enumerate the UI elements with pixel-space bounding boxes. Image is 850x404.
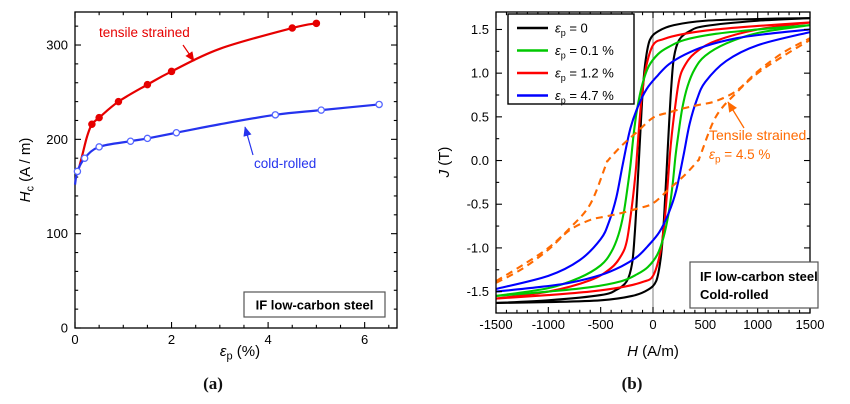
sample-box [243, 291, 386, 318]
annotation-tensile-line1: Tensile strained [709, 127, 806, 143]
curve-cold-rolled [73, 103, 380, 185]
x-tick-label: 4 [264, 332, 271, 347]
y-tick-label: -1.5 [467, 284, 489, 299]
curve-tensile-strained [76, 22, 317, 175]
y-tick-label: 0 [61, 321, 68, 336]
marker-cold-rolled [271, 111, 280, 119]
y-tick-label: 100 [46, 226, 68, 241]
legend: εp = 0 εp = 0.1 % εp = 1.2 % εp = 4.7 % [507, 13, 635, 106]
legend-label: εp = 0 [555, 21, 588, 39]
x-tick-label: -500 [588, 317, 614, 332]
marker-tensile-strained [312, 19, 321, 28]
caption-b: (b) [621, 374, 643, 393]
y-axis-label: J (T) [436, 147, 453, 179]
x-tick-label: 1500 [796, 317, 825, 332]
marker-tensile-strained [114, 97, 123, 106]
marker-cold-rolled [126, 137, 135, 145]
y-tick-label: -0.5 [467, 197, 489, 212]
x-tick-label: 0 [71, 332, 78, 347]
legend-label: εp = 4.7 % [555, 88, 614, 106]
marker-tensile-strained [95, 113, 103, 122]
y-axis-label: Hc (A / m) [17, 138, 37, 203]
marker-tensile-strained [288, 24, 296, 32]
series-label-cold-rolled: cold-rolled [254, 156, 316, 171]
x-tick-label: 6 [361, 332, 368, 347]
loop-ep-0-descending [495, 17, 811, 305]
legend-label: εp = 1.2 % [555, 66, 614, 84]
sample-box-label: IF low-carbon steel [256, 298, 374, 313]
loop-tensile-4.5-ascending [495, 39, 811, 284]
y-tick-label: -1.0 [467, 240, 489, 255]
legend-box [507, 13, 635, 105]
marker-cold-rolled [95, 143, 103, 151]
loop-ep-1.2-descending [495, 21, 811, 300]
marker-tensile-strained [143, 80, 152, 89]
caption-a: (a) [203, 374, 223, 393]
sample-box-label: Cold-rolled [700, 287, 769, 302]
loop-ep-0-ascending [495, 17, 811, 305]
annotation-arrow-cold-rolled [243, 126, 254, 156]
sample-box-label: IF low-carbon steel [700, 269, 818, 284]
loop-ep-1.2-ascending [495, 21, 811, 300]
y-tick-label: 300 [46, 38, 68, 53]
marker-cold-rolled [172, 128, 181, 137]
annotation-arrow-tensile [727, 101, 745, 129]
axes-box [74, 11, 398, 329]
panel-b: -1500 -1000 -500 0 500 1000 1500 -1.5 -1.0 -0.5 0.… [436, 11, 825, 360]
marker-cold-rolled [143, 134, 152, 143]
loop-ep-4.7-descending [495, 28, 811, 290]
marker-tensile-strained [88, 120, 96, 129]
y-tick-label: 1.0 [471, 66, 489, 81]
marker-cold-rolled [73, 167, 82, 176]
x-axis-label: H (A/m) [627, 343, 679, 360]
x-tick-label: 1000 [743, 317, 772, 332]
marker-tensile-strained [167, 67, 176, 76]
loop-ep-4.7-ascending [495, 31, 811, 293]
series-label-tensile-strained: tensile strained [99, 25, 190, 40]
y-tick-label: 1.5 [471, 22, 489, 37]
x-tick-label: -1000 [532, 317, 565, 332]
y-tick-label: 200 [46, 132, 68, 147]
sample-box [689, 261, 819, 309]
x-tick-label: 500 [694, 317, 716, 332]
annotation-tensile-line2: εp = 4.5 % [709, 147, 770, 166]
x-axis-label: εp (%) [220, 343, 260, 363]
legend-label: εp = 0.1 % [555, 43, 614, 61]
marker-cold-rolled [317, 106, 325, 114]
x-tick-label: 2 [168, 332, 175, 347]
annotation-arrow-tensile-strained [182, 44, 195, 62]
y-tick-label: 0.5 [471, 109, 489, 124]
x-tick-label: -1500 [479, 317, 512, 332]
panel-a: 0 2 4 6 0 100 200 300 Hc (A / m) εp (%) tensile st… [17, 11, 398, 363]
x-tick-label: 0 [649, 317, 656, 332]
y-tick-label: 0.0 [471, 153, 489, 168]
marker-cold-rolled [80, 154, 89, 162]
marker-cold-rolled [375, 100, 383, 109]
